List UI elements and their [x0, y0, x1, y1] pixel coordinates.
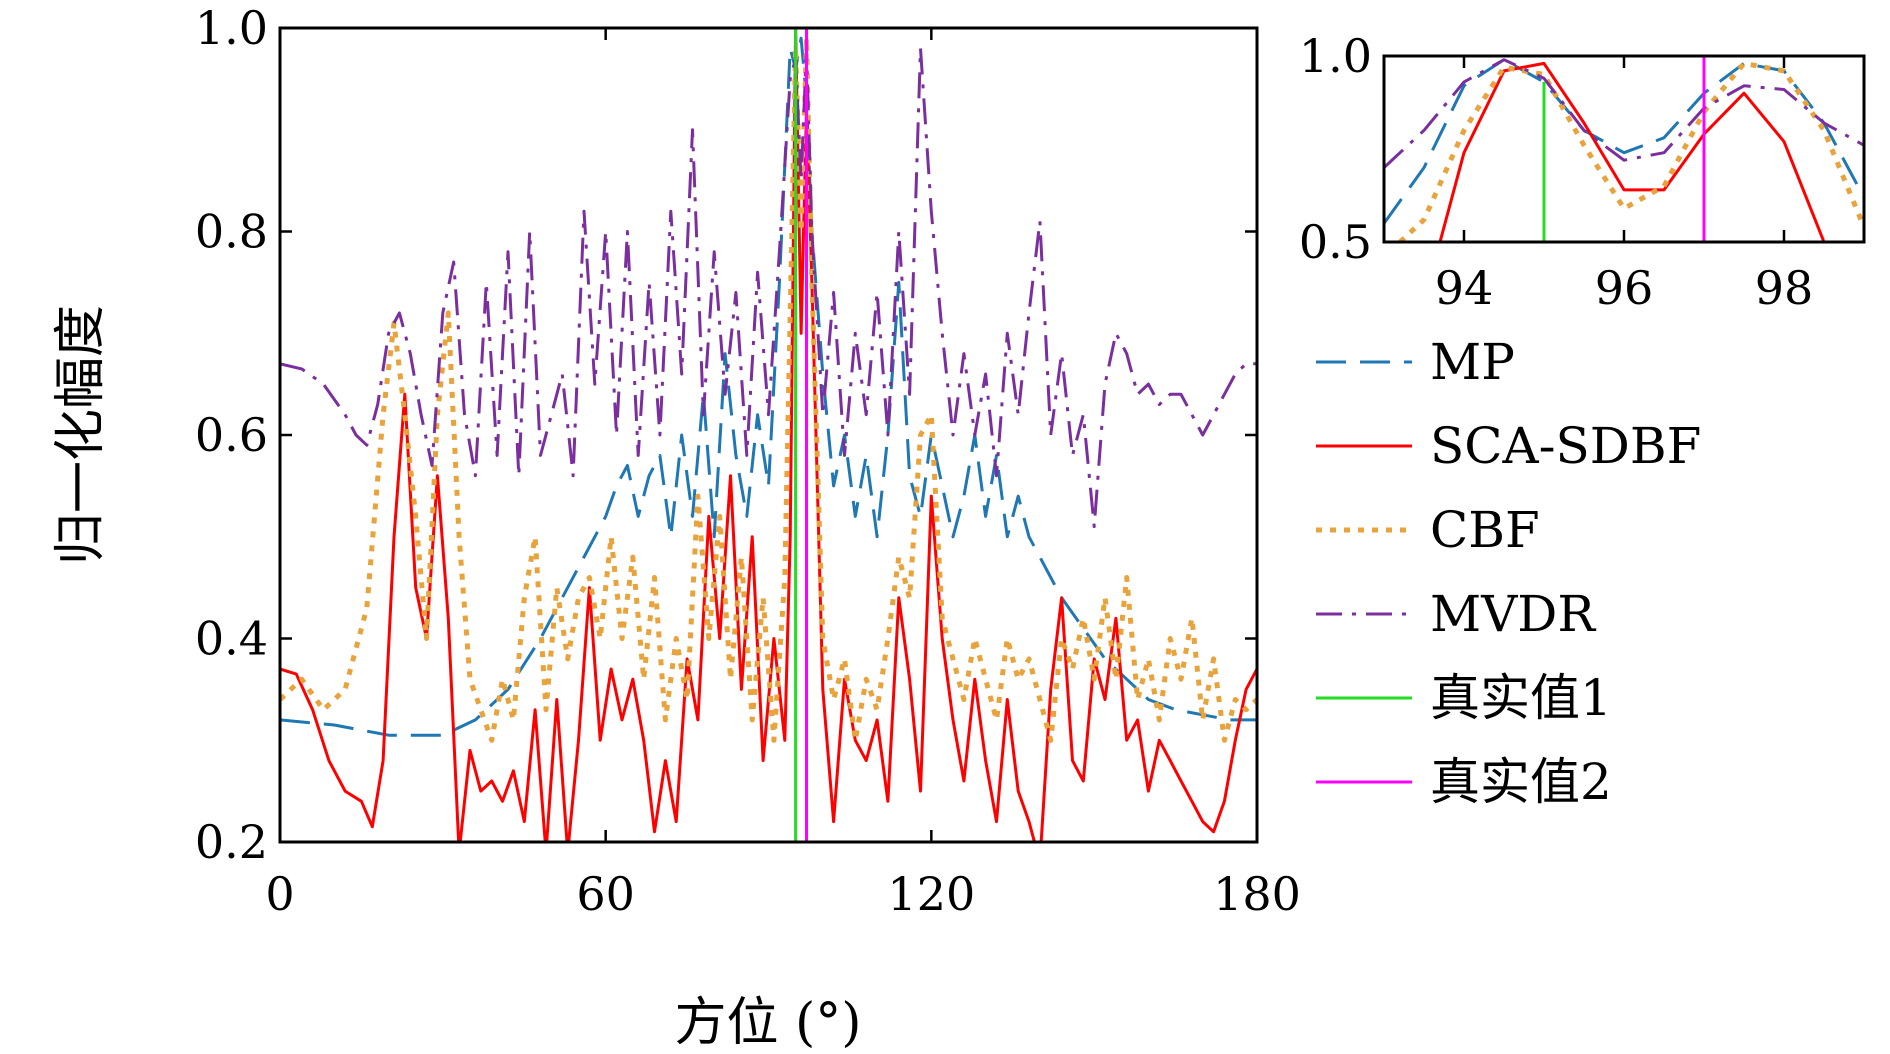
inset-axis-ticks: 94 96 98 0.5 1.0 [1299, 29, 1864, 315]
x-tick-label-0-2: 120 [887, 867, 975, 921]
y-tick-label-0-2: 0.6 [195, 408, 268, 462]
legend-label-4: 真实值1 [1430, 669, 1612, 727]
x-tick-label-1-1: 96 [1595, 261, 1654, 315]
x-tick-label-0-1: 60 [576, 867, 635, 921]
legend-label-2: CBF [1430, 501, 1540, 559]
y-tick-label-0-4: 1.0 [195, 1, 268, 55]
series-line-1-3 [1384, 58, 1864, 169]
main-axis-ticks: 0 60 120 180 0.2 0.4 0.6 0.8 1.0 [195, 1, 1301, 921]
x-axis-label: 方位 (°) [674, 993, 861, 1053]
x-tick-label-1-2: 98 [1755, 261, 1814, 315]
inset-plot-series [1384, 56, 1864, 242]
series-line-0-0 [280, 36, 1257, 737]
y-axis-label: 归一化幅度 [51, 305, 111, 565]
series-line-0-3 [280, 46, 1257, 529]
inset-plot-frame [1382, 54, 1866, 244]
y-tick-label-0-1: 0.4 [195, 612, 268, 666]
legend: MP SCA-SDBF CBF MVDR 真实值1 真实值2 [1316, 333, 1701, 811]
series-line-1-1 [1438, 61, 1826, 242]
series-line-0-2 [280, 35, 1257, 743]
main-plot-series [280, 28, 1257, 842]
x-tick-label-0-3: 180 [1213, 867, 1301, 921]
legend-label-3: MVDR [1430, 585, 1596, 643]
legend-label-5: 真实值2 [1430, 753, 1612, 811]
series-line-1-0 [1384, 58, 1864, 225]
y-tick-label-0-3: 0.8 [195, 205, 268, 259]
y-tick-label-1-0: 0.5 [1299, 215, 1372, 269]
y-tick-label-1-1: 1.0 [1299, 29, 1372, 83]
legend-label-1: SCA-SDBF [1430, 417, 1701, 475]
x-tick-label-1-0: 94 [1435, 261, 1494, 315]
series-line-0-1 [280, 28, 1257, 842]
legend-label-0: MP [1430, 333, 1515, 391]
x-tick-label-0-0: 0 [265, 867, 294, 921]
series-line-1-2 [1398, 60, 1864, 242]
y-tick-label-0-0: 0.2 [195, 815, 268, 869]
